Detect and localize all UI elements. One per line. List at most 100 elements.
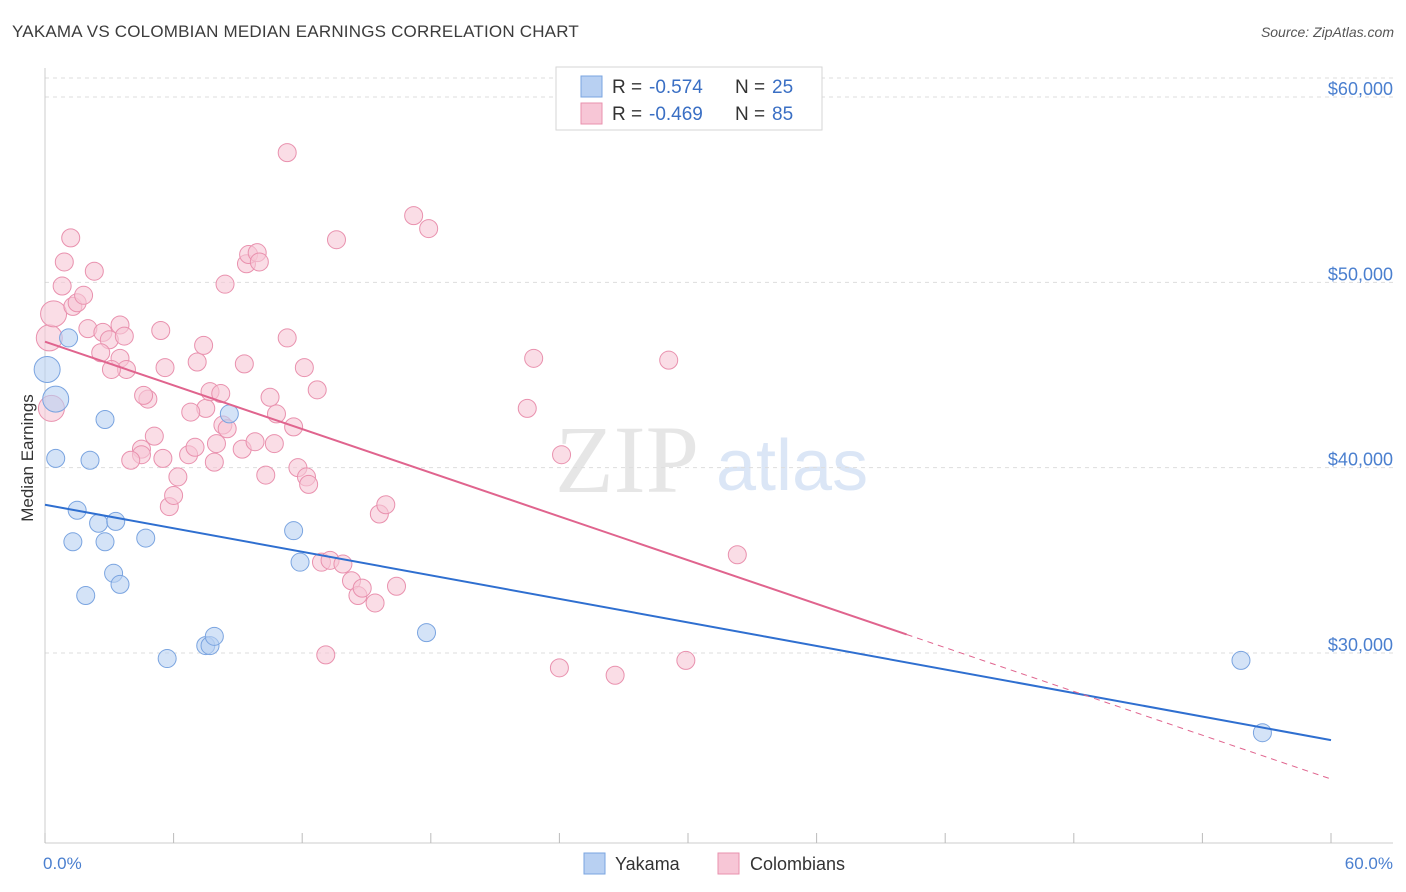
- colombians-point: [206, 434, 226, 454]
- colombians-point: [181, 402, 201, 422]
- yakama-point: [46, 448, 66, 468]
- colombians-trend-extension: [906, 633, 1332, 780]
- colombians-point: [517, 398, 537, 418]
- colombians-points: [35, 143, 747, 685]
- colombians-bottom-swatch: [717, 852, 740, 875]
- colombians-point: [549, 658, 569, 678]
- colombians-point: [245, 432, 265, 452]
- colombians-bottom-label: Colombians: [750, 854, 845, 874]
- yakama-n-label: N =: [735, 77, 765, 98]
- colombians-point: [294, 358, 314, 378]
- colombians-point: [204, 452, 224, 472]
- watermark-atlas: atlas: [716, 426, 868, 506]
- colombians-r-label: R =: [612, 104, 642, 125]
- colombians-point: [552, 445, 572, 465]
- yakama-point: [1231, 650, 1251, 670]
- y-axis-title: Median Earnings: [18, 394, 37, 522]
- colombians-point: [134, 385, 154, 405]
- colombians-point: [659, 350, 679, 370]
- colombians-point: [151, 321, 171, 341]
- colombians-legend-swatch: [580, 102, 603, 125]
- colombians-point: [249, 252, 269, 272]
- colombians-point: [307, 380, 327, 400]
- trend-lines: [44, 340, 1332, 780]
- yakama-point: [417, 623, 437, 643]
- yakama-point: [284, 521, 304, 541]
- colombians-point: [277, 143, 297, 163]
- colombians-point: [352, 578, 372, 598]
- colombians-point: [187, 352, 207, 372]
- yakama-point: [136, 528, 156, 548]
- colombians-point: [376, 495, 396, 515]
- colombians-point: [365, 593, 385, 613]
- colombians-point: [256, 465, 276, 485]
- colombians-point: [524, 348, 544, 368]
- colombians-n-label: N =: [735, 104, 765, 125]
- watermark: ZIP atlas: [555, 406, 868, 513]
- colombians-point: [211, 384, 231, 404]
- yakama-point: [219, 404, 239, 424]
- axes: [44, 68, 1393, 844]
- colombians-point: [326, 230, 346, 250]
- yakama-r-label: R =: [612, 77, 642, 98]
- colombians-r-value: -0.469: [649, 104, 703, 125]
- yakama-n-value: 25: [772, 77, 793, 98]
- yakama-bottom-swatch: [583, 852, 606, 875]
- colombians-point: [676, 650, 696, 670]
- yakama-point: [290, 552, 310, 572]
- yakama-point: [204, 626, 224, 646]
- colombians-point: [91, 343, 111, 363]
- colombians-point: [215, 274, 235, 294]
- yakama-point: [95, 409, 115, 429]
- colombians-point: [114, 326, 134, 346]
- yakama-point: [95, 532, 115, 552]
- yakama-point: [63, 532, 83, 552]
- x-tick-label-min: 0.0%: [43, 854, 82, 873]
- colombians-n-value: 85: [772, 104, 793, 125]
- yakama-point: [33, 355, 61, 383]
- yakama-r-value: -0.574: [649, 77, 703, 98]
- yakama-point: [106, 511, 126, 531]
- yakama-trend-line: [44, 503, 1332, 742]
- colombians-point: [40, 300, 68, 328]
- colombians-point: [299, 474, 319, 494]
- colombians-point: [185, 437, 205, 457]
- colombians-point: [153, 448, 173, 468]
- colombians-point: [74, 285, 94, 305]
- x-tick-label-max: 60.0%: [1345, 854, 1393, 873]
- yakama-point: [157, 649, 177, 669]
- colombians-point: [404, 206, 424, 226]
- source-label: Source: ZipAtlas.com: [1260, 24, 1394, 40]
- yakama-legend-swatch: [580, 75, 603, 98]
- colombians-trend-line: [44, 340, 907, 636]
- colombians-point: [155, 358, 175, 378]
- yakama-point: [80, 450, 100, 470]
- x-tick-labels: 0.0% 60.0%: [43, 854, 1393, 873]
- watermark-zip: ZIP: [555, 406, 699, 513]
- yakama-point: [89, 513, 109, 533]
- y-tick-label-50000: $50,000: [1328, 264, 1393, 284]
- colombians-point: [419, 219, 439, 239]
- yakama-point: [42, 385, 70, 413]
- colombians-point: [234, 354, 254, 374]
- chart-title: YAKAMA VS COLOMBIAN MEDIAN EARNINGS CORR…: [12, 22, 579, 41]
- colombians-point: [194, 335, 214, 355]
- colombians-point: [316, 645, 336, 665]
- colombians-point: [605, 665, 625, 685]
- colombians-point: [277, 328, 297, 348]
- colombians-point: [54, 252, 74, 272]
- yakama-bottom-label: Yakama: [615, 854, 681, 874]
- colombians-point: [387, 576, 407, 596]
- yakama-point: [110, 574, 130, 594]
- colombians-point: [727, 545, 747, 565]
- yakama-point: [76, 586, 96, 606]
- yakama-point: [59, 328, 79, 348]
- y-tick-label-60000: $60,000: [1328, 79, 1393, 99]
- colombians-point: [264, 434, 284, 454]
- colombians-point: [168, 467, 188, 487]
- colombians-point: [121, 450, 141, 470]
- colombians-point: [164, 485, 184, 505]
- colombians-point: [52, 276, 72, 296]
- y-tick-labels: $30,000 $40,000 $50,000 $60,000: [1328, 79, 1393, 655]
